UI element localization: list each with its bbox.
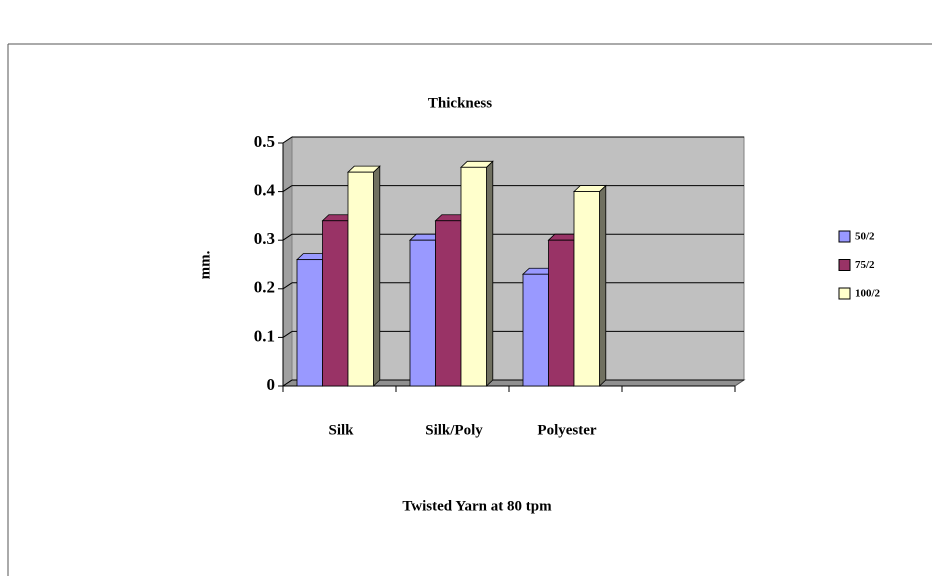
y-tick-label: 0.3 <box>254 229 275 248</box>
y-tick-label: 0.2 <box>254 278 275 297</box>
grid-line-side <box>282 282 293 290</box>
grid-line-side <box>282 185 293 193</box>
bar <box>409 239 436 387</box>
bar <box>435 220 462 387</box>
grid-line-side <box>282 330 293 338</box>
legend-swatch <box>838 230 851 243</box>
bar <box>347 171 374 387</box>
bar <box>322 220 349 387</box>
side-wall <box>282 136 293 387</box>
bar-side <box>373 165 381 387</box>
legend-label: 100/2 <box>855 288 881 300</box>
y-tick-label: 0.4 <box>254 181 276 200</box>
grid-line-side <box>282 233 293 241</box>
legend-label: 75/2 <box>855 259 875 271</box>
y-axis-title: mm. <box>197 250 213 279</box>
legend-swatch <box>838 287 851 300</box>
x-axis-title: Twisted Yarn at 80 tpm <box>402 498 552 514</box>
x-tick-label: Silk/Poly <box>425 422 483 438</box>
bar <box>522 273 549 387</box>
chart-title: Thickness <box>428 95 492 111</box>
y-tick-label: 0.5 <box>254 132 275 151</box>
bar <box>573 191 600 387</box>
grid-line-side <box>282 136 293 144</box>
x-tick-label: Polyester <box>537 422 596 438</box>
bar <box>296 259 323 387</box>
bar-side <box>599 184 607 387</box>
bar <box>548 239 575 387</box>
bar <box>460 166 487 387</box>
bar-side <box>486 160 494 387</box>
legend-label: 50/2 <box>855 231 875 243</box>
y-tick-label: 0.1 <box>254 326 275 345</box>
grid-line-side <box>282 379 293 387</box>
x-tick-label: Silk <box>328 422 354 438</box>
legend-swatch <box>838 259 851 271</box>
y-tick-label: 0 <box>267 375 276 394</box>
